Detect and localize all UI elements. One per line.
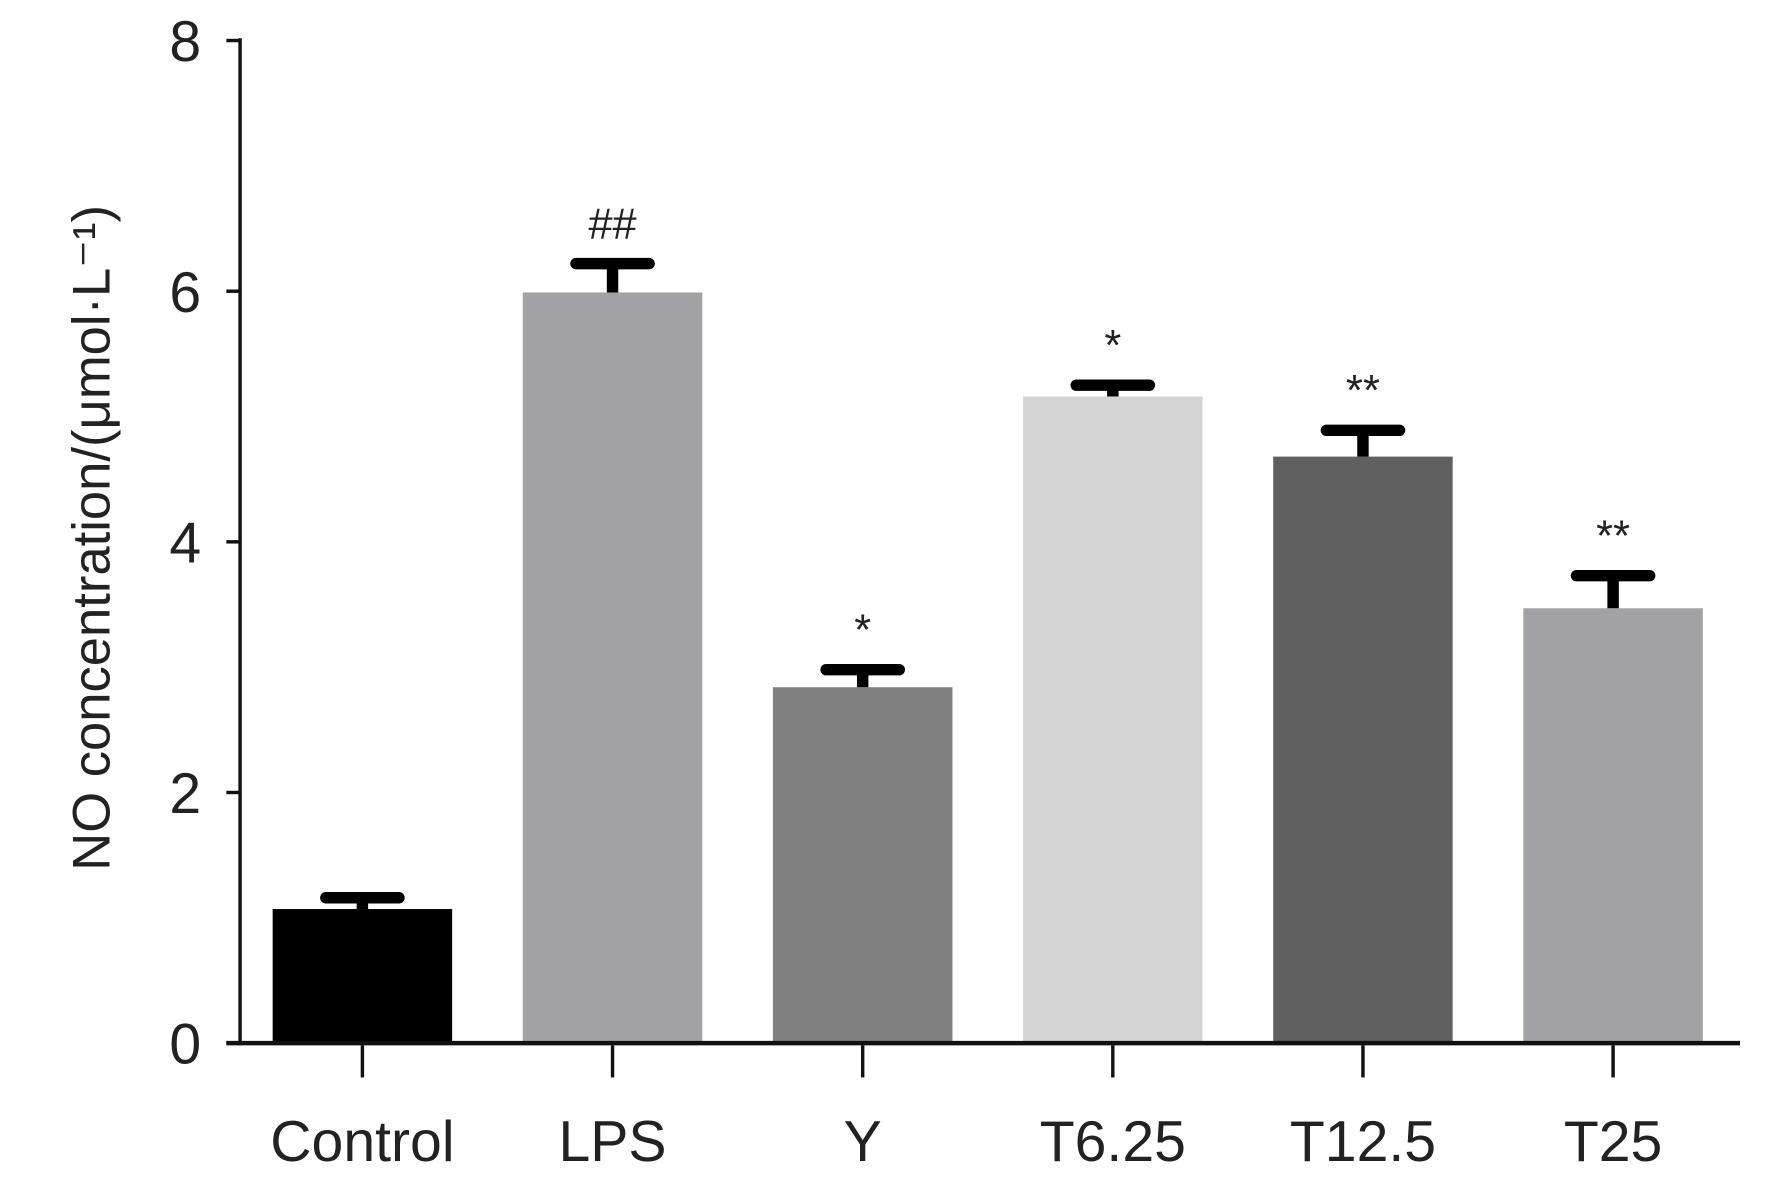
- y-tick-label: 0: [169, 1013, 201, 1077]
- bar-lps: [522, 292, 703, 1044]
- bar-t25: [1523, 608, 1703, 1044]
- bar-t6-25: [1023, 396, 1203, 1044]
- significance-label: *: [1104, 322, 1121, 370]
- x-tick-label: T6.25: [1040, 1110, 1186, 1174]
- y-axis-label: NO concentration/(μmol·L⁻¹): [63, 205, 122, 871]
- bar-t12-5: [1273, 456, 1453, 1044]
- significance-label: **: [1596, 513, 1630, 561]
- x-tick-label: Control: [270, 1110, 454, 1174]
- bars-group: ##******: [272, 200, 1703, 1044]
- x-tick-label: LPS: [559, 1110, 667, 1174]
- significance-label: *: [854, 607, 871, 655]
- bar-y: [772, 687, 953, 1044]
- y-ticks-group: 0 2 4 6 8: [169, 10, 241, 1077]
- x-ticks-group: Control LPS Y T6.25 T12.5 T25: [270, 1045, 1662, 1174]
- significance-label: ##: [588, 200, 636, 248]
- x-tick-label: T12.5: [1290, 1110, 1436, 1174]
- y-tick-label: 2: [169, 762, 201, 826]
- significance-label: **: [1346, 367, 1380, 415]
- x-tick-label: T25: [1564, 1110, 1662, 1174]
- y-tick-label: 6: [169, 261, 201, 325]
- bar-control: [272, 909, 453, 1044]
- y-tick-label: 4: [169, 511, 201, 575]
- y-tick-label: 8: [169, 10, 201, 74]
- x-tick-label: Y: [844, 1110, 882, 1174]
